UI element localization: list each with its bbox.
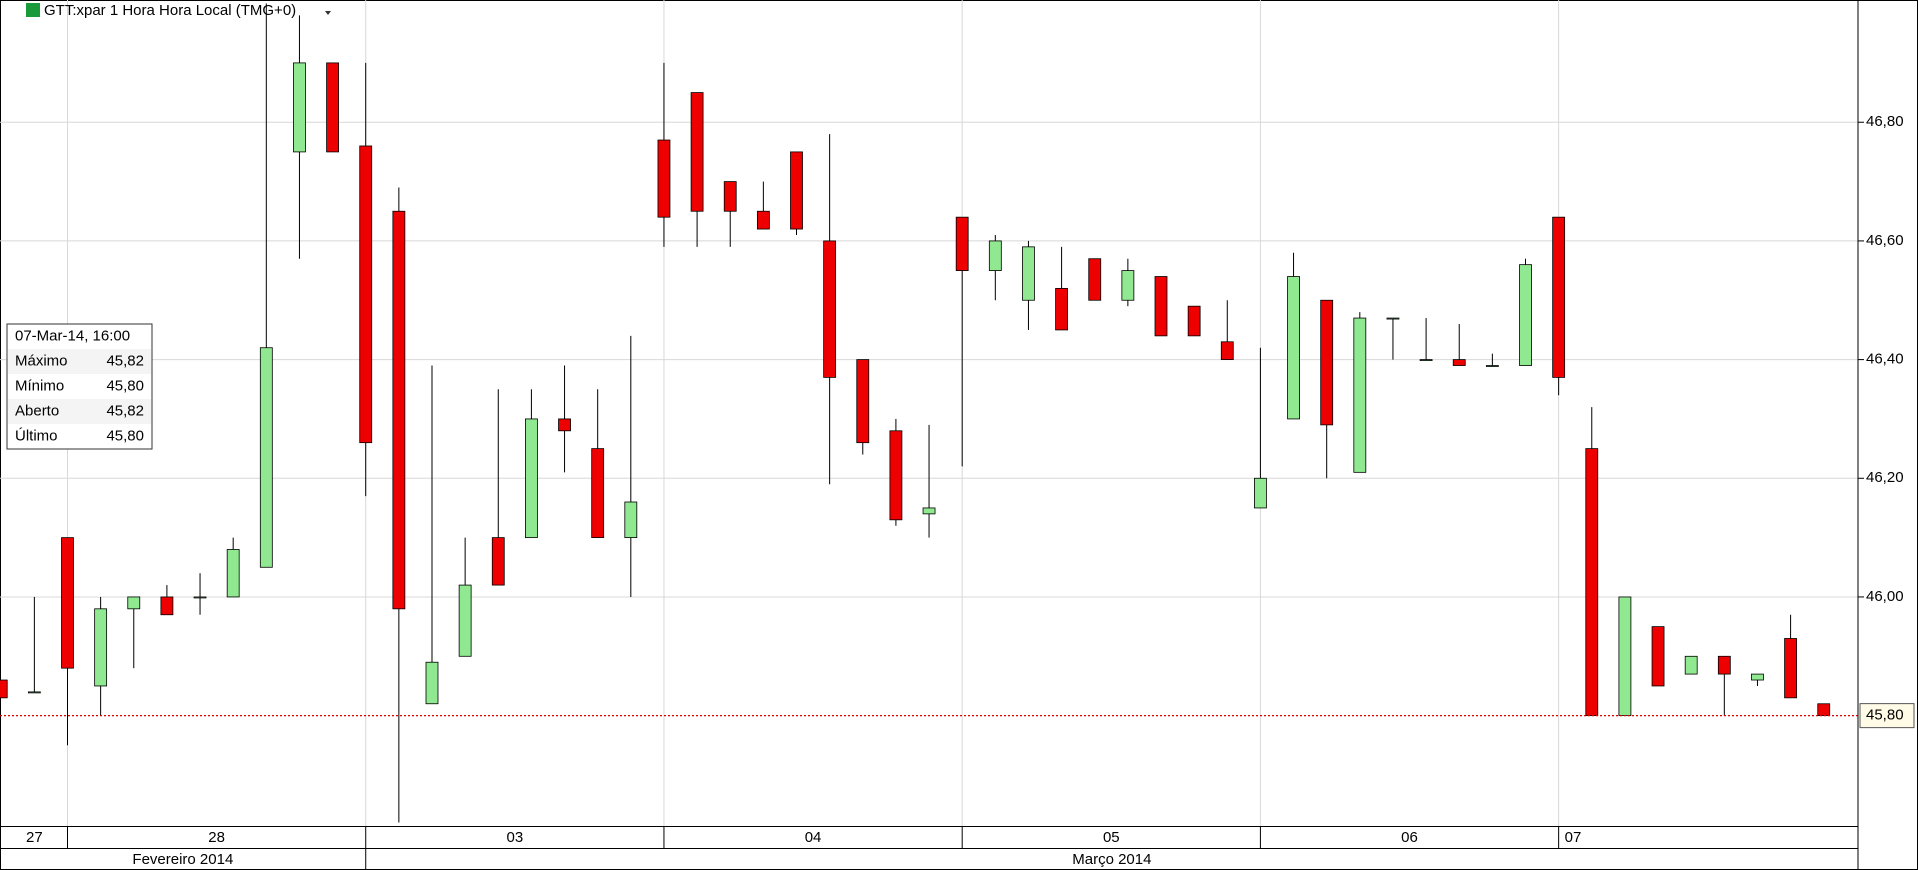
candle-body — [392, 210, 406, 610]
candle-body — [0, 679, 8, 699]
candle-body — [425, 661, 439, 705]
candle-body — [193, 596, 207, 599]
candle-body — [326, 62, 339, 153]
x-day-label: 03 — [506, 829, 523, 846]
candle-body — [359, 145, 373, 444]
candle-body — [1751, 673, 1764, 681]
candle-body — [558, 418, 571, 432]
chart-title: GTT:xpar 1 Hora Hora Local (TMG+0) — [44, 2, 296, 19]
axes: 46,00 46,20 46,40 46,60 46,80 27 28 03 04 05 06 07 F… — [26, 113, 1915, 870]
x-month-label: Março 2014 — [1072, 851, 1151, 868]
x-day-label: 04 — [805, 829, 822, 846]
candle-body — [1022, 246, 1035, 301]
tooltip-row-bg — [8, 399, 151, 424]
tooltip-title: 07-Mar-14, 16:00 — [15, 327, 130, 344]
candle-body — [27, 691, 41, 694]
candle-body — [1353, 317, 1367, 473]
candle-body — [756, 210, 770, 230]
candle-body — [1552, 216, 1566, 378]
y-tick-label: 46,80 — [1866, 113, 1904, 130]
candle-body — [293, 62, 306, 153]
tooltip-row-label: Máximo — [15, 352, 68, 369]
candle-body — [591, 448, 605, 539]
candle-body — [988, 240, 1002, 271]
grid — [0, 0, 1858, 826]
candle-body — [723, 181, 737, 212]
candle-body — [823, 240, 837, 378]
candle-body — [1088, 258, 1102, 301]
candle-body — [226, 549, 240, 598]
y-tick-label: 46,60 — [1866, 232, 1904, 249]
candle-body — [922, 507, 936, 515]
candle-body — [1717, 655, 1731, 675]
candle-body — [1817, 703, 1831, 717]
candle-body — [1055, 287, 1068, 331]
candle-body — [94, 608, 108, 687]
candle-body — [1651, 626, 1665, 687]
candle-body — [1585, 448, 1599, 717]
candle-body — [856, 359, 870, 444]
candle-body — [1254, 477, 1267, 509]
candle-body — [1220, 341, 1234, 360]
candle-body — [1154, 276, 1168, 337]
candle-body — [1320, 299, 1334, 426]
y-tick-label: 46,40 — [1866, 351, 1904, 368]
candle-body — [160, 596, 174, 616]
x-day-label: 07 — [1565, 829, 1582, 846]
last-price-label: 45,80 — [1866, 707, 1904, 724]
candle-body — [1386, 317, 1400, 320]
x-month-label: Fevereiro 2014 — [132, 851, 233, 868]
candle-body — [1684, 655, 1698, 675]
tooltip-row-label: Mínimo — [15, 377, 64, 394]
tooltip: 07-Mar-14, 16:00 Máximo 45,82 Mínimo 45,80 Ab… — [6, 323, 153, 450]
tooltip-row-label: Último — [15, 427, 58, 444]
candle-body — [458, 584, 472, 657]
candle-body — [1452, 359, 1466, 366]
candle-body — [491, 537, 505, 586]
candle-body — [955, 216, 969, 271]
candle-body — [690, 92, 704, 212]
candle-body — [657, 139, 671, 218]
tooltip-row-value: 45,80 — [106, 377, 144, 394]
candle-body — [1287, 276, 1300, 420]
candle-body — [259, 347, 273, 568]
tooltip-row-label: Aberto — [15, 402, 59, 419]
candle-body — [127, 596, 141, 610]
x-day-label: 28 — [208, 829, 225, 846]
last-price-box — [1859, 703, 1915, 729]
candle-body — [1519, 264, 1532, 366]
candle-body — [1784, 638, 1797, 699]
x-day-label: 06 — [1401, 829, 1418, 846]
candle-body — [525, 418, 538, 539]
tooltip-row-value: 45,82 — [106, 352, 144, 369]
candle-body — [1419, 359, 1433, 361]
x-day-label: 27 — [26, 829, 43, 846]
y-tick-label: 46,20 — [1866, 469, 1904, 486]
candle-body — [61, 537, 74, 669]
y-tick-label: 46,00 — [1866, 588, 1904, 605]
tooltip-box — [6, 323, 153, 450]
candle-body — [790, 151, 803, 230]
candle-body — [1485, 365, 1499, 367]
tooltip-row-bg — [8, 349, 151, 374]
plot-area — [0, 3, 1858, 823]
candle-body — [1121, 270, 1135, 301]
candle-body — [1618, 596, 1632, 717]
x-day-label: 05 — [1103, 829, 1120, 846]
tooltip-row-value: 45,82 — [106, 402, 144, 419]
candle-body — [1187, 305, 1201, 337]
candle-body — [624, 501, 638, 539]
symbol-icon — [26, 3, 40, 17]
candle-body — [889, 430, 903, 521]
tooltip-row-value: 45,80 — [106, 427, 144, 444]
title-dropdown[interactable] — [325, 11, 331, 15]
